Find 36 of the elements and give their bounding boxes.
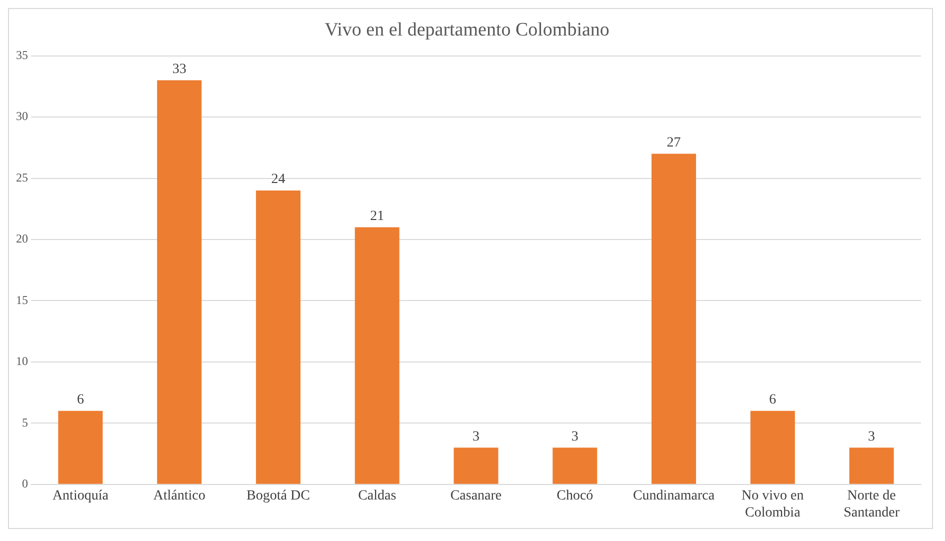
bar [157, 80, 202, 484]
x-tick-label: Bogotá DC [246, 488, 310, 504]
bar [750, 410, 795, 484]
data-label: 33 [172, 62, 186, 77]
x-tick-label: Atlántico [153, 488, 206, 504]
x-tick-label: Antioquía [52, 488, 110, 504]
y-tick-label: 35 [16, 48, 28, 62]
data-label: 24 [271, 172, 286, 188]
chart-title: Vivo en el departamento Colombiano [324, 19, 610, 40]
data-label: 3 [571, 429, 578, 444]
data-label: 21 [370, 208, 384, 224]
data-label: 6 [76, 392, 84, 408]
x-tick-label: Chocó [556, 488, 594, 504]
data-label: 27 [666, 135, 681, 150]
x-tick-label: Norte de Santander [844, 488, 900, 520]
y-tick-label: 30 [16, 109, 28, 124]
bar [354, 227, 400, 484]
x-tick-label: Cundinamarca [632, 488, 716, 504]
y-tick-label: 25 [16, 170, 28, 184]
data-label: 6 [769, 392, 776, 408]
bar [849, 448, 894, 484]
y-tick-label: 15 [16, 292, 28, 307]
y-tick-label: 0 [22, 476, 28, 491]
y-tick-label: 5 [22, 415, 28, 430]
bar [58, 410, 103, 484]
bar [652, 154, 696, 484]
data-label: 3 [868, 429, 876, 444]
x-tick-label: No vivo en Colombia [742, 488, 804, 520]
x-tick-label: Casanare [450, 488, 502, 504]
data-label: 3 [472, 429, 480, 444]
y-tick-label: 10 [16, 354, 28, 368]
y-tick-label: 20 [16, 232, 28, 246]
bar [454, 448, 498, 484]
bar [256, 190, 300, 484]
x-tick-label: Caldas [358, 488, 396, 504]
bar [552, 448, 598, 484]
